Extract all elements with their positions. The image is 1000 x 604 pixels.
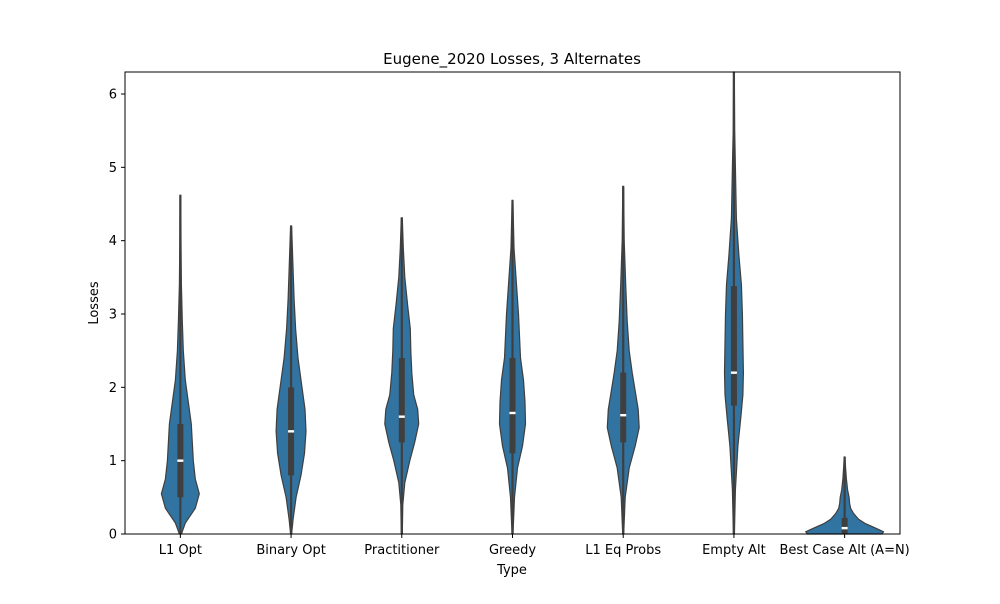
x-tick-label: Practitioner	[364, 543, 440, 558]
violin-4	[498, 199, 527, 535]
violin-1	[160, 194, 200, 535]
violins-group	[160, 71, 885, 535]
violin-median	[509, 411, 516, 415]
violin-median	[730, 371, 737, 374]
violin-median	[177, 459, 184, 462]
violin-median	[398, 415, 405, 418]
y-tick-label: 1	[109, 454, 117, 469]
violin-3	[384, 217, 420, 535]
violin-median	[620, 414, 627, 417]
x-tick-label: L1 Opt	[159, 543, 202, 558]
x-tick-label: Greedy	[489, 543, 536, 558]
y-tick-label: 5	[109, 161, 117, 176]
chart-title: Eugene_2020 Losses, 3 Alternates	[383, 50, 641, 69]
x-axis-label: Type	[496, 563, 527, 578]
violin-median	[841, 526, 848, 530]
y-tick-label: 3	[109, 308, 117, 323]
violin-median	[288, 430, 295, 433]
x-tick-label: L1 Eq Probs	[585, 543, 661, 558]
violin-2	[275, 225, 307, 535]
x-axis-ticks: L1 Opt Binary Opt Practitioner Greedy L1 Eq …	[159, 534, 910, 558]
violin-6	[723, 71, 745, 535]
y-axis-ticks: 0 1 2 3 4 5 6	[109, 88, 125, 543]
y-tick-label: 4	[109, 234, 117, 249]
violin-7	[804, 456, 885, 535]
x-tick-label: Empty Alt	[702, 543, 766, 558]
violin-5	[606, 185, 640, 535]
y-axis-label: Losses	[87, 281, 102, 325]
y-tick-label: 0	[109, 528, 117, 543]
y-tick-label: 2	[109, 381, 117, 396]
x-tick-label: Best Case Alt (A=N)	[780, 543, 910, 558]
plot-frame	[124, 71, 901, 535]
y-tick-label: 6	[109, 88, 117, 103]
x-tick-label: Binary Opt	[256, 543, 326, 558]
